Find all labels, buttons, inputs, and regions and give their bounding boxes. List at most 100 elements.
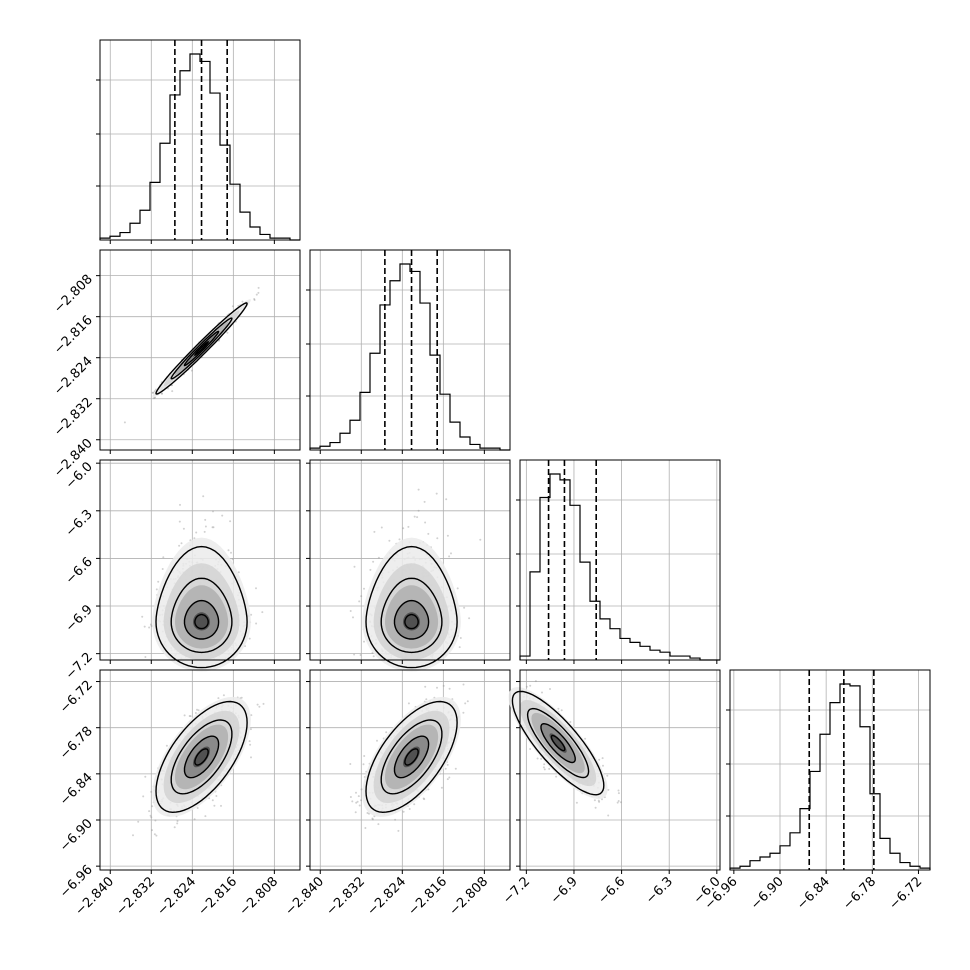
sample-point [388,539,391,542]
sample-point [363,755,366,757]
sample-point [363,640,365,643]
y-tick-label: −6.6 [63,555,96,588]
sample-point [179,503,181,506]
sample-point [250,613,253,616]
sample-point [413,515,416,518]
sample-point [377,556,380,559]
sample-point [436,686,438,689]
sample-point [440,786,443,789]
sample-point [366,812,369,814]
x-tick-label: −2.816 [196,874,241,919]
sample-point [212,510,214,513]
density-contour [170,317,233,380]
sample-point [407,525,410,528]
density-panel-2-0: −7.2−6.9−6.6−6.3−6.0 [63,459,301,683]
sample-point [258,705,261,708]
sample-point [202,495,205,498]
sample-point [436,537,439,540]
histogram-step [309,263,510,451]
sample-point [241,300,244,303]
sample-point [193,818,196,821]
histogram-panel-0 [96,39,301,244]
panel-frame [729,669,931,871]
sample-point [231,558,234,561]
y-tick-label: −6.78 [57,724,96,763]
histogram-panel-1 [306,249,511,454]
sample-point [373,530,376,533]
sample-point [424,685,427,688]
y-tick-label: −2.808 [51,272,96,317]
sample-point [250,756,252,759]
sample-point [454,767,457,770]
density-panel-3-1: −2.840−2.832−2.824−2.816−2.808 [282,669,511,919]
sample-point [149,623,152,626]
sample-point [255,293,258,296]
sample-point [358,600,361,603]
sample-point [369,568,372,571]
y-tick-label: −6.72 [57,678,96,717]
sample-point [377,823,380,826]
sample-point [257,286,260,289]
sample-point [448,555,451,558]
sample-point [424,521,427,524]
y-tick-label: −6.3 [63,507,96,540]
sample-point [459,637,462,639]
histogram-panel-3: −6.96 −6.90 −6.84 −6.78 −6.72 [702,669,931,913]
density-contour [194,340,210,356]
sample-point [204,518,207,521]
sample-point [155,588,158,591]
sample-point [189,715,192,718]
sample-point [423,500,426,503]
sample-point [213,804,216,807]
x-tick-label: −2.808 [237,874,282,919]
sample-point [255,622,258,625]
sample-point [448,776,451,779]
y-tick-label: −7.2 [63,650,96,683]
sample-point [253,298,256,300]
sample-point [151,805,154,808]
sample-point [450,552,452,555]
histogram-step [729,683,931,870]
sample-point [253,299,256,301]
sample-point [144,775,147,778]
histogram-step [519,473,720,661]
sample-point [349,610,352,612]
y-tick-label: −2.832 [51,395,96,440]
sample-point [456,587,459,590]
x-tick-label: −6.90 [748,874,787,913]
sample-point [257,291,260,294]
sample-point [141,615,144,618]
sample-point [355,791,357,794]
sample-point [435,492,438,495]
density-contour [155,302,248,395]
sample-point [413,803,416,806]
sample-point [445,498,448,501]
y-tick-label: −2.824 [51,354,96,399]
sample-point [176,820,179,822]
sample-point [182,527,185,530]
x-tick-label: −6.72 [887,874,926,913]
sample-point [408,808,411,810]
sample-point [230,551,232,554]
sample-point [417,488,420,491]
sample-point [194,712,197,714]
sample-point [402,527,405,530]
sample-point [417,509,420,512]
sample-point [360,788,363,791]
sample-point [231,305,234,308]
sample-point [173,826,176,829]
sample-point [180,542,183,545]
sample-point [363,587,365,590]
y-tick-label: −6.9 [63,602,96,635]
sample-point [204,815,207,818]
sample-point [221,514,224,517]
sample-point [442,684,445,687]
sample-point [444,767,447,770]
sample-point [353,565,356,568]
sample-point [256,703,259,706]
sample-point [458,646,461,649]
sample-point [161,568,164,570]
sample-point [132,834,134,837]
sample-point [407,702,410,705]
sample-point [154,819,157,822]
